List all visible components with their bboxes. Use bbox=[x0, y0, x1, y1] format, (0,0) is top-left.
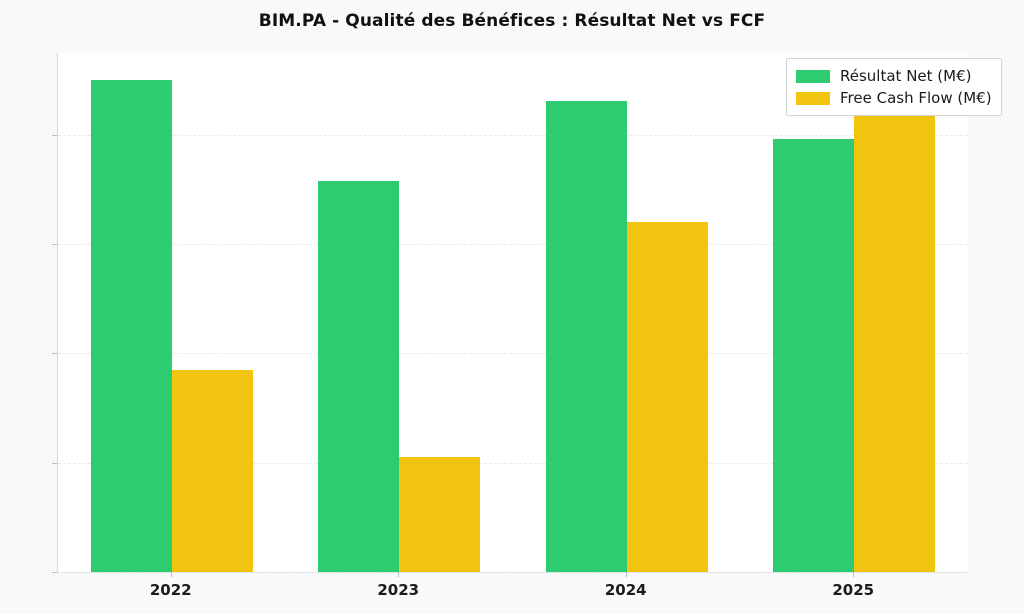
y-tick-mark bbox=[52, 134, 57, 136]
y-tick-mark bbox=[52, 244, 57, 246]
bar-2022-series2 bbox=[171, 369, 253, 572]
chart-legend: Résultat Net (M€) Free Cash Flow (M€) bbox=[786, 58, 1002, 116]
x-tick-mark bbox=[170, 572, 172, 577]
x-tick-mark bbox=[625, 572, 627, 577]
bar-2024-series2 bbox=[626, 222, 708, 572]
bar-2025-series1 bbox=[773, 139, 855, 572]
x-tick-label-2023: 2023 bbox=[377, 581, 420, 599]
gridline bbox=[58, 462, 968, 464]
x-tick-label-2022: 2022 bbox=[149, 581, 192, 599]
bar-2024-series1 bbox=[545, 101, 627, 572]
gridline bbox=[58, 572, 968, 573]
bar-2025-series2 bbox=[854, 108, 936, 572]
plot-area bbox=[57, 53, 968, 573]
legend-swatch-icon-resultat-net bbox=[796, 69, 830, 83]
legend-label-resultat-net: Résultat Net (M€) bbox=[840, 67, 972, 85]
legend-item-free-cash-flow: Free Cash Flow (M€) bbox=[796, 87, 992, 109]
y-tick-mark bbox=[52, 353, 57, 355]
x-tick-label-2024: 2024 bbox=[604, 581, 647, 599]
bar-2023-series2 bbox=[399, 457, 481, 572]
bar-2022-series1 bbox=[90, 80, 172, 572]
legend-item-resultat-net: Résultat Net (M€) bbox=[796, 65, 992, 87]
gridline bbox=[58, 134, 968, 136]
gridline bbox=[58, 353, 968, 355]
y-tick-mark bbox=[52, 462, 57, 464]
gridline bbox=[58, 244, 968, 246]
legend-label-free-cash-flow: Free Cash Flow (M€) bbox=[840, 89, 992, 107]
x-tick-label-2025: 2025 bbox=[832, 581, 875, 599]
x-tick-mark bbox=[398, 572, 400, 577]
bar-2023-series1 bbox=[318, 180, 400, 572]
x-tick-mark bbox=[853, 572, 855, 577]
y-tick-mark bbox=[52, 572, 57, 573]
legend-swatch-icon-free-cash-flow bbox=[796, 91, 830, 105]
chart-title: BIM.PA - Qualité des Bénéfices : Résulta… bbox=[258, 11, 766, 31]
